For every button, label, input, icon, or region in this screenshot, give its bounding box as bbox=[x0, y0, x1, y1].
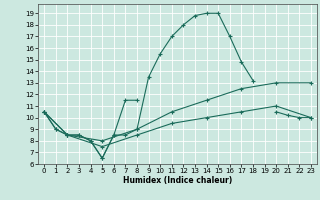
X-axis label: Humidex (Indice chaleur): Humidex (Indice chaleur) bbox=[123, 176, 232, 185]
